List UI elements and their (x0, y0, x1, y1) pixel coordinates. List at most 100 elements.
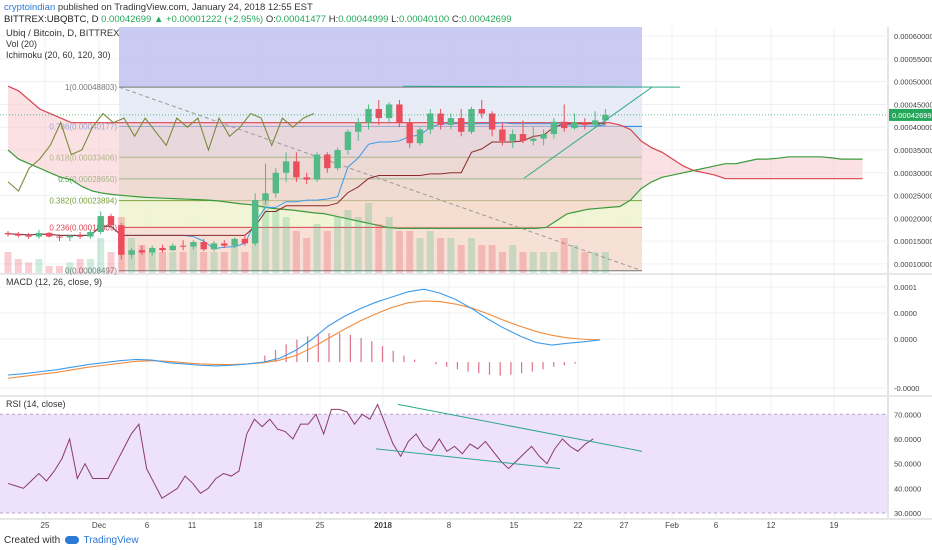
volume-bar (447, 238, 455, 273)
volume-bar (519, 252, 527, 273)
candle-body (530, 138, 537, 141)
candle-body (4, 232, 12, 235)
price-tick-label: 0.00020000 (894, 214, 932, 223)
volume-bar (509, 245, 517, 273)
volume-bar (272, 210, 280, 273)
fib-level-label: 1(0.00048803) (65, 83, 117, 92)
last-price-tag (889, 108, 932, 121)
volume-bar (86, 259, 94, 273)
x-tick-label: Feb (665, 521, 679, 530)
candle-body (56, 236, 63, 238)
volume-bar (488, 245, 496, 273)
price-tick-label: 0.00045000 (894, 100, 932, 109)
candle-body (468, 109, 475, 132)
rsi-upper-trendline (397, 403, 643, 452)
candle-body (365, 109, 372, 123)
tradingview-brand[interactable]: TradingView (83, 535, 139, 546)
volume-bar (45, 266, 53, 273)
fib-level-label: 0(0.00008497) (65, 267, 117, 276)
volume-bar (334, 217, 342, 273)
volume-bar (231, 245, 239, 273)
price-change: ▲ +0.00001222 (+2.95%) (153, 14, 264, 25)
close-value: 0.00042699 (461, 14, 512, 25)
candle-body (149, 247, 156, 253)
volume-bar (159, 252, 166, 273)
volume-bar (529, 252, 537, 273)
macd-tick-label: 0.0000 (894, 335, 917, 344)
volume-bar (550, 252, 558, 273)
candle-body (138, 250, 146, 253)
candle-body (87, 232, 94, 237)
volume-bar (303, 238, 311, 273)
rsi-tick-label: 60.0000 (894, 435, 921, 444)
volume-bar (4, 252, 12, 273)
candle-body (478, 109, 485, 114)
candle-body (385, 104, 393, 119)
candle-body (66, 235, 73, 238)
fib-band (119, 87, 642, 127)
volume-bar (107, 252, 115, 273)
candle-body (324, 154, 331, 169)
candle-body (437, 113, 444, 125)
volume-bar (581, 252, 589, 273)
x-tick-label: 2018 (374, 521, 392, 530)
ichimoku-span-b (7, 149, 863, 229)
volume-bar (76, 259, 84, 273)
x-tick-label: 19 (830, 521, 839, 530)
ichimoku-span-a (7, 85, 863, 180)
price-tick-label: 0.00055000 (894, 55, 932, 64)
candle-body (602, 114, 609, 121)
close-label: C: (451, 14, 462, 25)
open-value: 0.00041477 (275, 14, 327, 25)
candle-body (550, 121, 558, 135)
volume-bar (292, 231, 300, 273)
candle-body (509, 134, 516, 141)
ichimoku-lagging-span (7, 112, 315, 192)
volume-bar (25, 262, 33, 273)
volume-bar (344, 210, 352, 273)
high-label: H: (328, 14, 339, 25)
volume-bar (35, 259, 43, 273)
symbol-label: BITTREX:UBQBTC, D (4, 14, 99, 25)
downtrend-line (118, 86, 643, 272)
candle-body (210, 243, 218, 250)
rsi-tick-label: 50.0000 (894, 460, 921, 469)
macd-tick-label: -0.0000 (894, 384, 919, 393)
candle-body (303, 177, 310, 180)
volume-bar (313, 224, 321, 273)
candle-body (313, 154, 321, 180)
volume-bar (406, 231, 414, 273)
candle-body (241, 238, 249, 244)
volume-bar (14, 259, 22, 273)
candle-body (272, 172, 279, 194)
legend-ichimoku: Ichimoku (20, 60, 120, 30) (6, 50, 111, 60)
rsi-band (0, 414, 888, 514)
candle-body (252, 200, 259, 244)
macd-signal-line (7, 300, 601, 379)
volume-bar (395, 231, 403, 273)
candle-body (447, 118, 455, 125)
price-tick-label: 0.00010000 (894, 260, 932, 269)
candle-body (519, 134, 527, 141)
candle-body (355, 122, 362, 132)
volume-bar (169, 252, 177, 273)
candle-body (128, 250, 135, 255)
x-tick-label: 22 (574, 521, 583, 530)
volume-bar (591, 252, 599, 273)
volume-bar (323, 231, 331, 273)
price-tick-label: 0.00030000 (894, 169, 932, 178)
legend-rsi: RSI (14, close) (6, 399, 66, 409)
legend-title: Ubiq / Bitcoin, D, BITTREX (6, 28, 120, 39)
tradingview-logo-icon (64, 536, 79, 545)
publish-info: published on TradingView.com, January 24… (57, 2, 313, 13)
volume-bar (138, 245, 146, 273)
x-tick-label: 25 (41, 521, 50, 530)
author-link[interactable]: cryptoindian (4, 2, 56, 13)
volume-bar (262, 196, 269, 273)
projection-box (119, 27, 642, 88)
volume-bar (189, 245, 197, 273)
resistance-line (402, 85, 681, 88)
macd-line (7, 288, 601, 376)
candle-body (282, 161, 290, 173)
